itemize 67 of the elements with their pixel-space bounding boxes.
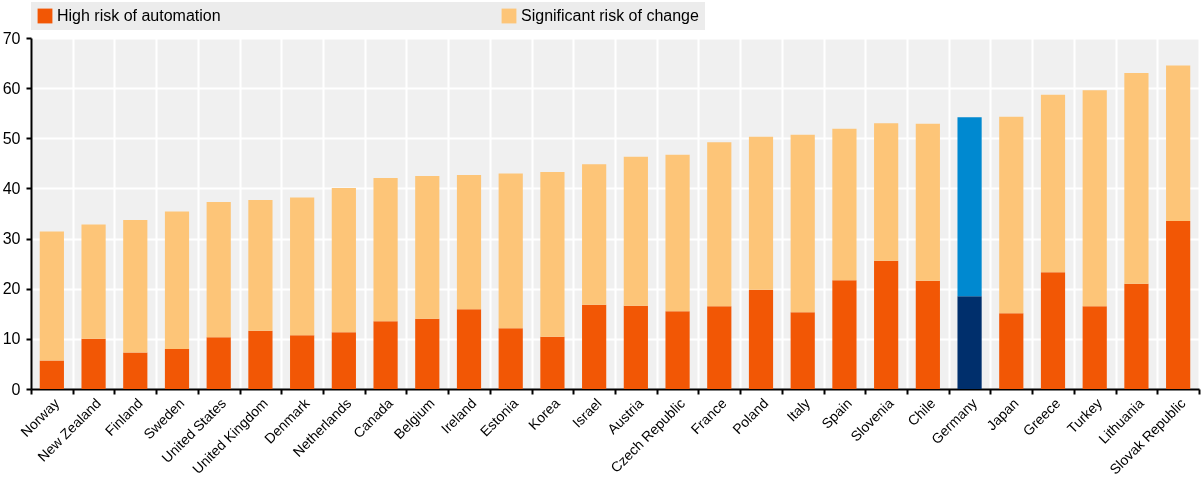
bar <box>623 305 648 389</box>
bar <box>123 220 148 353</box>
bar <box>39 360 64 389</box>
bar <box>206 201 231 338</box>
bar <box>999 313 1024 389</box>
bar <box>874 260 899 389</box>
y-tick-label: 40 <box>2 179 21 197</box>
bar <box>957 117 982 297</box>
bar <box>623 156 648 306</box>
y-tick-label: 10 <box>2 330 21 348</box>
bar <box>373 177 398 322</box>
bar <box>1040 94 1066 273</box>
bar <box>1124 73 1149 284</box>
bar <box>832 280 857 389</box>
bar <box>248 330 273 389</box>
bar <box>415 175 440 319</box>
bar <box>206 337 231 389</box>
legend-label: High risk of automation <box>57 7 221 24</box>
bar <box>832 128 857 281</box>
bar <box>915 123 940 281</box>
bar <box>164 211 190 349</box>
bar <box>748 289 774 389</box>
bar <box>957 296 982 389</box>
bar <box>540 336 565 389</box>
bar <box>999 116 1024 314</box>
bar <box>331 187 356 333</box>
bar <box>665 311 690 389</box>
bar <box>1166 221 1191 389</box>
bar <box>1082 90 1107 307</box>
bar <box>582 304 607 389</box>
bar <box>707 142 732 307</box>
legend-label: Significant risk of change <box>521 7 699 24</box>
bar <box>582 164 607 305</box>
bar <box>1040 272 1066 389</box>
bar <box>498 328 523 389</box>
bar <box>456 309 482 389</box>
bar <box>790 312 815 389</box>
bar <box>123 352 148 389</box>
bar <box>1124 283 1149 389</box>
bar <box>290 335 315 389</box>
y-tick-label: 50 <box>2 129 21 147</box>
bar <box>540 171 565 337</box>
bar <box>915 280 940 389</box>
bar <box>415 318 440 389</box>
bar <box>707 306 732 389</box>
bar <box>290 197 315 336</box>
bar <box>373 321 398 389</box>
bar <box>331 332 356 389</box>
bar <box>81 224 106 339</box>
bar <box>874 123 899 261</box>
bar <box>456 174 482 310</box>
x-tick-label: Italy <box>783 395 814 425</box>
y-tick-label: 0 <box>11 380 21 398</box>
bar <box>790 134 815 313</box>
y-tick-label: 70 <box>2 29 21 47</box>
bar <box>665 154 690 312</box>
bar <box>39 231 64 361</box>
bar <box>498 173 523 329</box>
y-tick-label: 20 <box>2 280 21 298</box>
bar <box>248 199 273 331</box>
bar <box>1082 306 1107 389</box>
bar <box>164 348 190 389</box>
bar <box>1166 65 1191 222</box>
bar <box>81 338 106 389</box>
y-tick-label: 60 <box>2 79 21 97</box>
bar <box>748 136 774 290</box>
y-tick-label: 30 <box>2 230 21 248</box>
